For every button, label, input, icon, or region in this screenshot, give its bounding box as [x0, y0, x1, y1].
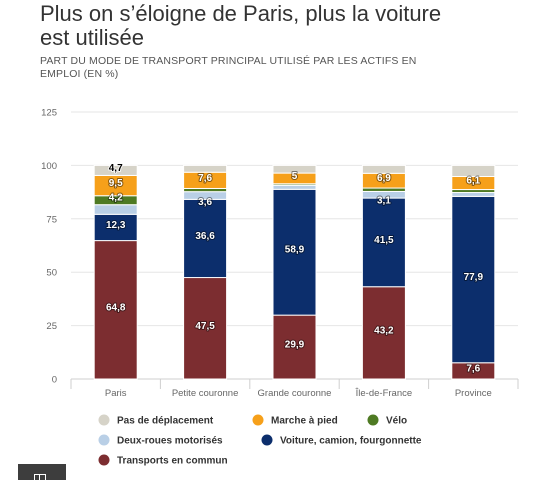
- x-axis: Paris Petite couronne Grande couronne Île-d…: [70, 378, 519, 399]
- y-tick-label: 0: [52, 375, 57, 386]
- data-label-deux-roues-motorises-ile-de-france: 3,1: [377, 196, 391, 207]
- bar-segment-deux-roues-motorises-paris: [93, 204, 138, 215]
- data-label-voiture-camion-fourgonnette-paris: 12,3: [106, 220, 126, 231]
- data-label-transports-en-commun-petite-couronne: 47,5: [195, 321, 215, 332]
- data-label-transports-en-commun-paris: 64,8: [106, 302, 126, 313]
- data-label-transports-en-commun-grande-couronne: 29,9: [285, 340, 305, 351]
- data-label-voiture-camion-fourgonnette-province: 77,9: [464, 272, 484, 283]
- legend: Pas de déplacement Marche à pied Vélo Deux-…: [98, 414, 422, 467]
- legend-item-velo[interactable]: Vélo: [367, 414, 408, 427]
- bar-segment-voiture-camion-fourgonnette-paris: [93, 213, 138, 242]
- data-label-voiture-camion-fourgonnette-petite-couronne: 36,6: [195, 231, 215, 242]
- bar-segment-pas-de-deplacement-ile-de-france: [361, 164, 406, 174]
- data-label-deux-roues-motorises-petite-couronne: 3,6: [198, 197, 212, 208]
- legend-item-marche-a-pied[interactable]: Marche à pied: [252, 414, 338, 427]
- data-label-voiture-camion-fourgonnette-ile-de-france: 41,5: [374, 235, 394, 246]
- legend-label: Vélo: [386, 416, 407, 427]
- bar-paris: [93, 164, 138, 380]
- data-label-marche-a-pied-province: 6,1: [466, 176, 480, 187]
- bar-segment-deux-roues-motorises-province: [451, 192, 496, 197]
- data-label-marche-a-pied-petite-couronne: 7,6: [198, 173, 212, 184]
- brand-logo: [18, 464, 66, 480]
- legend-label: Voiture, camion, fourgonnette: [280, 436, 422, 447]
- bar-petite-couronne: [183, 164, 228, 380]
- bar-segment-transports-en-commun-petite-couronne: [183, 277, 228, 380]
- y-tick-label: 50: [46, 268, 57, 279]
- data-label-velo-paris: 4,2: [109, 193, 123, 204]
- data-label-transports-en-commun-province: 7,6: [466, 363, 480, 374]
- legend-label: Transports en commun: [117, 456, 228, 467]
- legend-marker-velo: [367, 414, 379, 426]
- bar-segment-pas-de-deplacement-petite-couronne: [183, 164, 228, 173]
- bar-segment-transports-en-commun-paris: [93, 240, 138, 380]
- legend-item-pas-de-deplacement[interactable]: Pas de déplacement: [98, 414, 214, 427]
- data-label-marche-a-pied-paris: 9,5: [109, 178, 123, 189]
- logo-icon: [34, 474, 46, 480]
- bar-segment-pas-de-deplacement-province: [451, 164, 496, 178]
- bar-segment-voiture-camion-fourgonnette-petite-couronne: [183, 198, 228, 279]
- bar-segment-pas-de-deplacement-grande-couronne: [272, 164, 317, 174]
- bars: [93, 164, 496, 380]
- y-tick-label: 25: [46, 321, 57, 332]
- legend-label: Deux-roues motorisés: [117, 436, 223, 447]
- bar-segment-velo-ile-de-france: [361, 187, 406, 192]
- legend-item-deux-roues-motorises[interactable]: Deux-roues motorisés: [98, 434, 224, 447]
- y-tick-label: 100: [41, 161, 57, 172]
- legend-item-voiture-camion-fourgonnette[interactable]: Voiture, camion, fourgonnette: [261, 434, 422, 447]
- data-label-pas-de-deplacement-paris: 4,7: [109, 163, 123, 174]
- chart-subtitle: PART DU MODE DE TRANSPORT PRINCIPAL UTIL…: [40, 55, 417, 80]
- bar-segment-deux-roues-motorises-grande-couronne: [272, 184, 317, 190]
- x-tick-label: Province: [455, 388, 492, 399]
- bar-grande-couronne: [272, 164, 317, 380]
- legend-marker-deux-roues-motorises: [98, 434, 110, 446]
- y-tick-label: 125: [41, 108, 57, 119]
- bar-segment-voiture-camion-fourgonnette-grande-couronne: [272, 188, 317, 316]
- legend-marker-pas-de-deplacement: [98, 414, 110, 426]
- data-labels: 64,8 12,3 4,2 9,5 4,7 47,5 36,6 3,6 7,6 29,9 58,9 5…: [105, 162, 485, 375]
- bar-segment-transports-en-commun-grande-couronne: [272, 314, 317, 380]
- chart-title: Plus on s’éloigne de Paris, plus la voit…: [40, 1, 442, 50]
- legend-marker-marche-a-pied: [252, 414, 264, 426]
- bar-segment-pas-de-deplacement-paris: [93, 164, 138, 176]
- x-tick-label: Petite couronne: [172, 388, 239, 399]
- data-label-marche-a-pied-ile-de-france: 6,9: [377, 173, 391, 184]
- data-label-voiture-camion-fourgonnette-grande-couronne: 58,9: [285, 245, 305, 256]
- legend-marker-voiture-camion-fourgonnette: [261, 434, 273, 446]
- legend-label: Pas de déplacement: [117, 416, 214, 427]
- x-tick-label: Grande couronne: [258, 388, 332, 399]
- legend-item-transports-en-commun[interactable]: Transports en commun: [98, 454, 228, 467]
- legend-marker-transports-en-commun: [98, 454, 110, 466]
- data-label-transports-en-commun-ile-de-france: 43,2: [374, 325, 394, 336]
- bar-ile-de-france: [361, 164, 406, 380]
- data-label-marche-a-pied-grande-couronne: 5: [292, 171, 298, 182]
- x-tick-label: Île-de-France: [355, 388, 413, 399]
- y-tick-label: 75: [46, 214, 57, 225]
- bar-province: [451, 164, 496, 380]
- legend-label: Marche à pied: [271, 416, 338, 427]
- x-tick-label: Paris: [105, 388, 127, 399]
- bar-segment-voiture-camion-fourgonnette-province: [451, 195, 496, 364]
